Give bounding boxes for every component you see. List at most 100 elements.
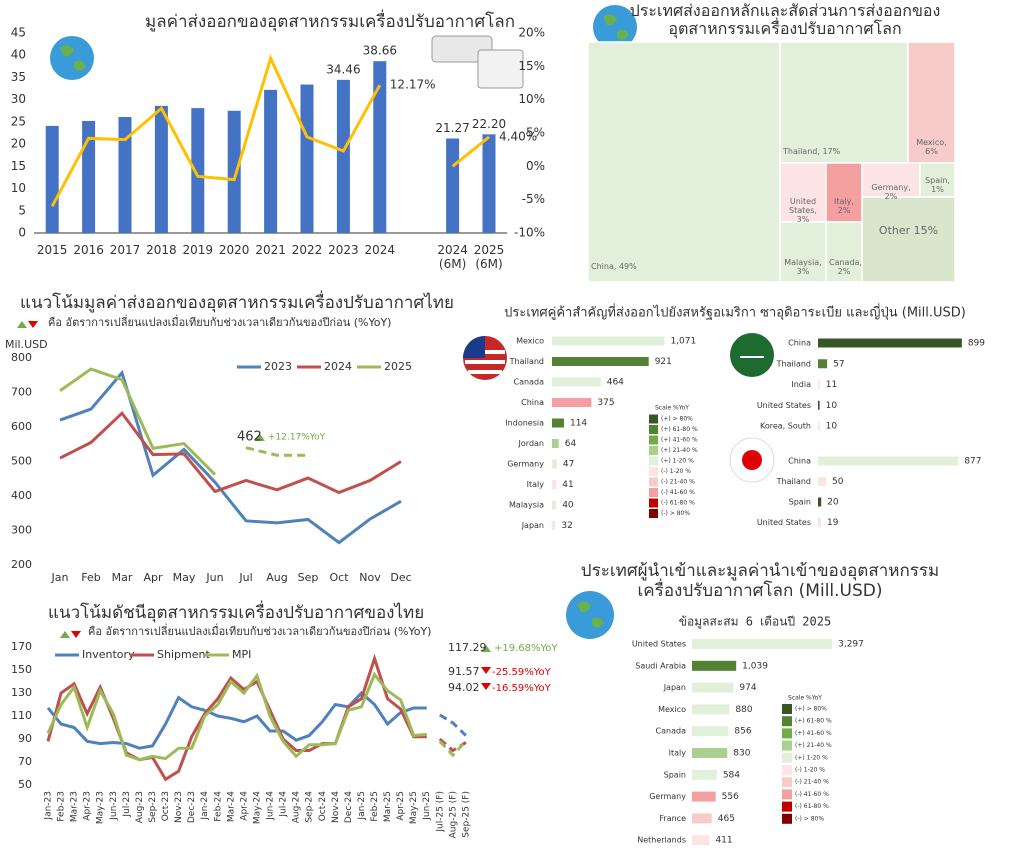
data-label: 1,039 xyxy=(742,661,768,671)
forecast-line xyxy=(245,446,308,457)
category-label: Italy xyxy=(527,480,545,489)
category-label: Japan xyxy=(663,683,686,692)
x-tick-label: Aug-25 (F) xyxy=(448,791,458,838)
scale-label: (+) 21-40 % xyxy=(795,742,832,749)
scale-label: (-) 21-40 % xyxy=(795,779,829,786)
x-tick-label: Sep-25 (F) xyxy=(461,791,471,838)
x-tick-label: Mar-25 xyxy=(383,791,393,822)
x-tick-label: Aug xyxy=(266,571,287,584)
bar xyxy=(692,726,729,737)
x-tick-label: Jun-24 xyxy=(266,791,276,821)
treemap-cell xyxy=(861,162,921,198)
category-label: Indonesia xyxy=(505,419,544,428)
annotation: 462 xyxy=(237,430,262,445)
x-tick-label: 2024 xyxy=(364,243,396,257)
scale-swatch xyxy=(782,789,792,800)
data-label: 921 xyxy=(655,357,672,367)
data-label: 1,071 xyxy=(670,337,696,347)
scale-label: (+) 41-60 % xyxy=(661,437,698,444)
x-tick-label: Apr xyxy=(143,571,163,584)
ac-icon xyxy=(431,35,524,89)
data-label: 877 xyxy=(964,457,981,467)
category-label: Canada xyxy=(656,727,687,736)
cell-label: United States, 3% xyxy=(789,197,817,225)
scale-label: (+) 61-80 % xyxy=(661,426,698,433)
bar xyxy=(227,110,241,233)
scale-label: (+) 41-60 % xyxy=(795,730,832,737)
treemap-cell xyxy=(779,221,827,283)
bar xyxy=(552,357,649,366)
globe-icon xyxy=(50,36,94,80)
data-label: 464 xyxy=(607,378,624,388)
bar xyxy=(118,117,132,233)
y-tick-label: 10 xyxy=(11,181,26,195)
scale-label: (-) 41-60 % xyxy=(661,489,695,496)
scale-label: (+) 61-80 % xyxy=(795,718,832,725)
x-tick-label: Dec-24 xyxy=(344,791,354,823)
y-tick-label: 5 xyxy=(18,203,26,217)
globe-icon xyxy=(566,591,614,639)
x-tick-label: May-25 xyxy=(409,791,419,824)
category-label: United States xyxy=(757,401,811,410)
bar xyxy=(300,84,314,233)
y2-tick-label: -10% xyxy=(514,226,545,240)
series-line xyxy=(46,653,427,782)
category-label: France xyxy=(659,814,686,823)
annotation: 117.29 xyxy=(448,641,487,654)
bar xyxy=(191,108,205,233)
bar xyxy=(552,500,557,510)
data-label: 22.20 xyxy=(472,117,506,131)
data-label: 899 xyxy=(968,339,985,349)
x-tick-label: Jan-25 xyxy=(357,791,367,821)
scale-swatch xyxy=(782,752,792,763)
x-tick-label: Jun-25 xyxy=(422,791,432,821)
bar xyxy=(818,477,826,486)
data-label: 50 xyxy=(832,477,844,487)
bar xyxy=(818,421,820,431)
x-tick-label: Aug-23 xyxy=(135,791,145,823)
legend-label: 2023 xyxy=(264,360,292,373)
treemap-cell xyxy=(779,41,909,164)
x-tick-label: Aug-24 xyxy=(292,791,302,824)
chart-title: แนวโน้มดัชนีอุตสาหกรรมเครื่องปรับอากาศขอ… xyxy=(48,600,424,623)
scale-swatch xyxy=(649,446,658,455)
y-tick-label: 15 xyxy=(11,159,26,173)
y-tick-label: 35 xyxy=(11,70,26,84)
bar xyxy=(818,338,962,348)
x-tick-label: Oct xyxy=(329,571,349,584)
legend-label: Inventory xyxy=(82,648,135,661)
scale-swatch xyxy=(649,509,658,518)
x-tick-label: Jun xyxy=(205,571,223,584)
scale-swatch xyxy=(782,740,792,751)
y-tick-label: 400 xyxy=(11,489,32,502)
x-tick-label: 2015 xyxy=(36,243,68,257)
x-tick-label: Jul-24 xyxy=(279,791,289,818)
data-label: 4.40% xyxy=(499,130,537,144)
treemap-cell xyxy=(919,162,956,198)
x-tick-label: Oct-24 xyxy=(318,791,328,822)
scale-label: (-) 1-20 % xyxy=(795,767,825,774)
cell-label: Mexico, 6% xyxy=(916,138,947,157)
annotation-arrows xyxy=(255,434,491,690)
bar xyxy=(818,518,822,527)
category-label: Italy xyxy=(669,749,687,758)
category-label: Spain xyxy=(664,770,686,779)
x-tick-label: 2023 xyxy=(328,243,359,257)
data-label: 880 xyxy=(735,705,752,715)
us-flag xyxy=(463,336,507,380)
legend-label: 2025 xyxy=(384,360,412,373)
x-tick-label: Jan-24 xyxy=(200,791,210,821)
bar xyxy=(552,398,592,407)
data-label: 10 xyxy=(826,401,838,411)
forecast-line xyxy=(439,713,467,737)
scale-swatch xyxy=(782,728,792,739)
bar xyxy=(818,359,828,369)
bar xyxy=(692,769,717,780)
scale-swatch xyxy=(649,467,658,476)
data-label: 34.46 xyxy=(326,62,360,76)
x-tick-label: Jul-23 xyxy=(122,791,132,818)
bar xyxy=(692,791,716,802)
bar xyxy=(264,89,278,233)
category-label: United States xyxy=(632,640,686,649)
